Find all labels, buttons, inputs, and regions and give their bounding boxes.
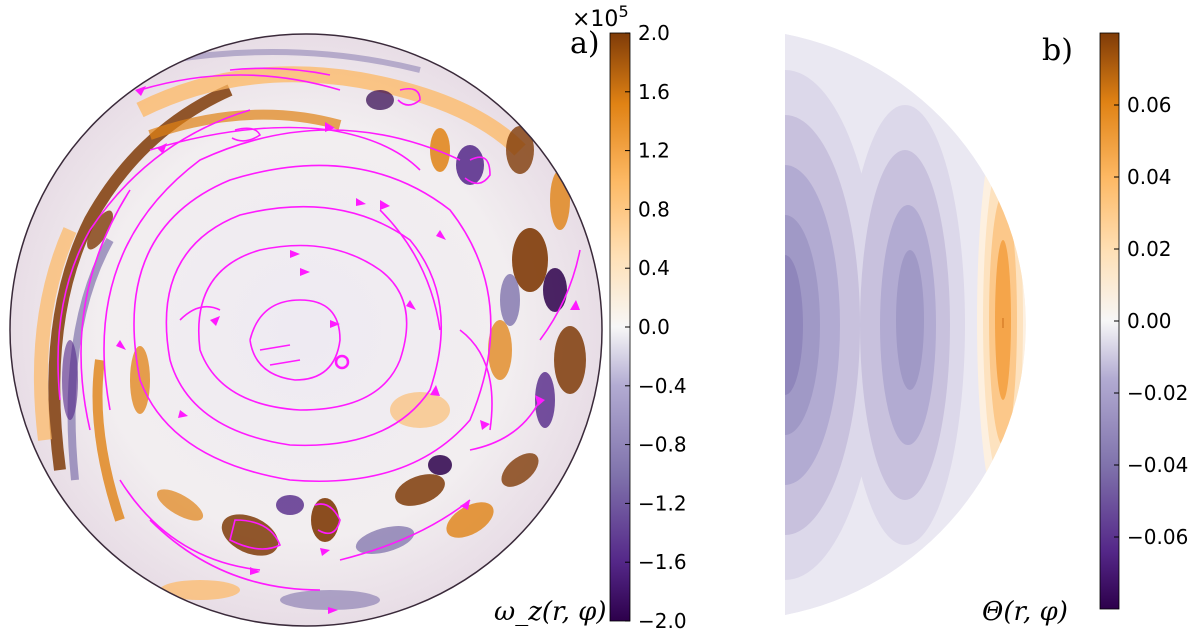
colorbar-a-tick-label: −2.0: [638, 609, 687, 631]
colorbar-b-tick-label: 0.06: [1127, 93, 1172, 117]
panel-a-vorticity: 2.0 1.6 1.2 0.8 0.4 0.0 −0.4 −0.8 −1.2 −1.6 −2.0 ×…: [9, 2, 687, 631]
panel-b-temperature: 0.06 0.04 0.02 0.00 −0.02 −0.04 −0.06 b) Θ(r, …: [785, 32, 1188, 627]
colorbar-a-tick-label: 1.2: [638, 139, 670, 163]
panel-a-label: a): [570, 26, 600, 61]
colorbar-b: 0.06 0.04 0.02 0.00 −0.02 −0.04 −0.06: [1099, 32, 1188, 610]
colorbar-a-exponent-base: ×10: [572, 7, 618, 32]
disk-outline: [9, 33, 603, 627]
colorbar-a-exponent: ×105: [572, 2, 629, 32]
colorbar-b-tick-label: −0.02: [1127, 381, 1188, 405]
temperature-field: [785, 34, 1026, 615]
colorbar-a: 2.0 1.6 1.2 0.8 0.4 0.0 −0.4 −0.8 −1.2 −1.6 −2.0 ×…: [572, 2, 687, 631]
colorbar-b-tick-label: 0.00: [1127, 309, 1172, 333]
colorbar-a-tick-label: −0.8: [638, 433, 687, 457]
colorbar-a-tick-label: −0.4: [638, 374, 687, 398]
colorbar-a-tick-label: 0.4: [638, 256, 670, 280]
streamlines: [57, 67, 581, 591]
colorbar-b-ticks: 0.06 0.04 0.02 0.00 −0.02 −0.04 −0.06: [1114, 93, 1188, 549]
colorbar-a-tick-label: −1.6: [638, 550, 687, 574]
panel-b-label: b): [1042, 33, 1073, 68]
vortex-center: [334, 354, 350, 370]
panel-b-quantity-label: Θ(r, φ): [982, 597, 1068, 627]
colorbar-b-tick-label: 0.02: [1127, 237, 1172, 261]
colorbar-b-tick-label: −0.06: [1127, 525, 1188, 549]
colorbar-a-tick-label: 1.6: [638, 80, 670, 104]
colorbar-a-tick-label: 0.0: [638, 315, 670, 339]
vorticity-field: [10, 34, 602, 626]
colorbar-a-tick-label: −1.2: [638, 491, 687, 515]
colorbar-a-tick-label: 0.8: [638, 197, 670, 221]
streamline-arrows: [116, 86, 580, 614]
panel-a-quantity-label: ω_z(r, φ): [494, 597, 607, 627]
colorbar-a-exponent-power: 5: [618, 2, 628, 21]
colorbar-a-tick-label: 2.0: [638, 21, 670, 45]
colorbar-a-ticks: 2.0 1.6 1.2 0.8 0.4 0.0 −0.4 −0.8 −1.2 −1.6 −2.0: [625, 21, 687, 631]
colorbar-b-tick-label: −0.04: [1127, 453, 1188, 477]
colorbar-b-tick-label: 0.04: [1127, 165, 1172, 189]
